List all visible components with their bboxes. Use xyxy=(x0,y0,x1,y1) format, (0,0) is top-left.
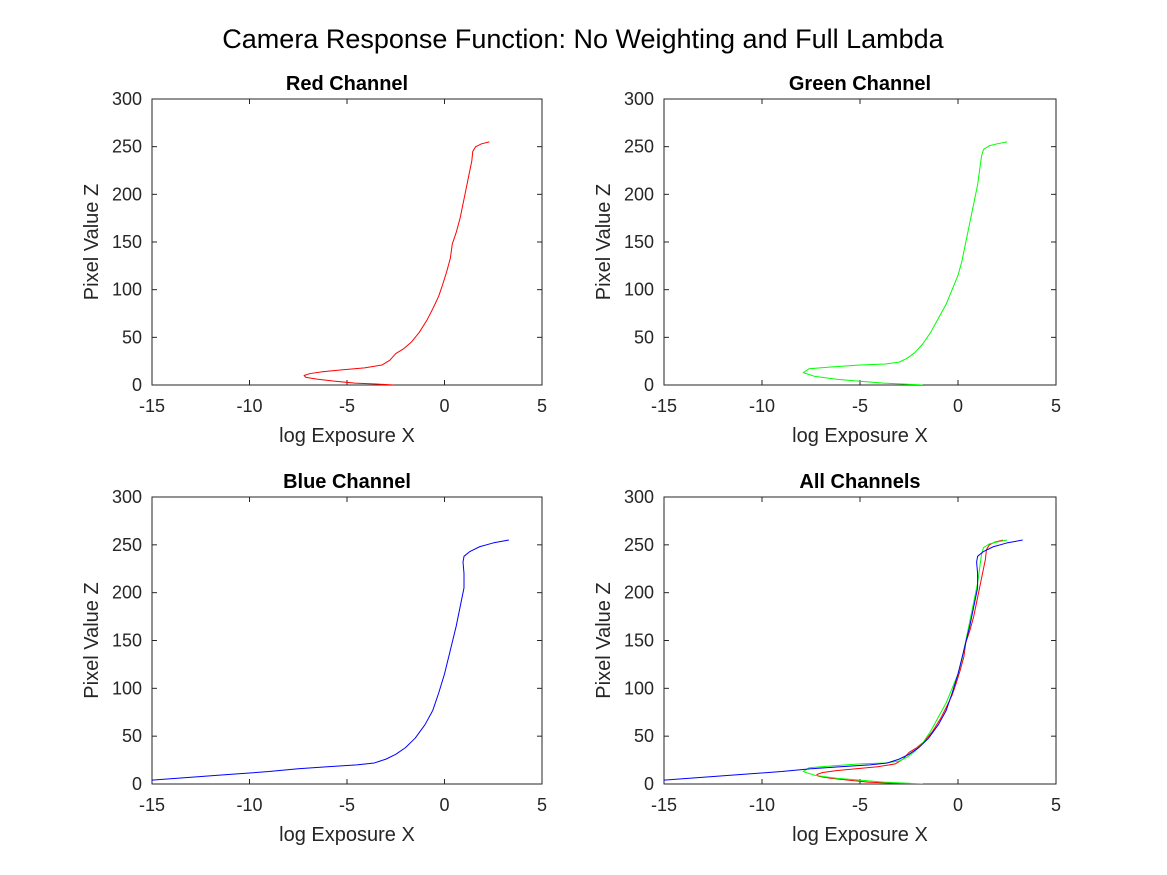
chart-title-red: Red Channel xyxy=(286,73,408,95)
x-tick-label: -15 xyxy=(139,795,165,815)
series-line-green-0 xyxy=(802,141,1008,385)
y-tick-label: 50 xyxy=(122,726,142,746)
x-axis-label: log Exposure X xyxy=(792,425,928,447)
axes-box xyxy=(663,98,1057,386)
series-line-all-0 xyxy=(816,539,1004,784)
y-tick-label: 300 xyxy=(624,89,654,109)
x-tick-label: -10 xyxy=(749,795,775,815)
y-tick-label: 300 xyxy=(112,487,142,507)
x-tick-label: 5 xyxy=(537,396,547,416)
y-tick-label: 0 xyxy=(132,375,142,395)
y-axis-label: Pixel Value Z xyxy=(593,184,615,300)
x-tick-label: -5 xyxy=(339,795,355,815)
x-axis-label: log Exposure X xyxy=(279,425,415,447)
y-tick-label: 50 xyxy=(122,327,142,347)
x-axis-label: log Exposure X xyxy=(792,824,928,846)
x-tick-label: 5 xyxy=(1051,396,1061,416)
series-line-blue-0 xyxy=(152,539,509,781)
y-tick-label: 300 xyxy=(112,89,142,109)
y-tick-label: 300 xyxy=(624,487,654,507)
y-tick-label: 250 xyxy=(112,137,142,157)
y-tick-label: 250 xyxy=(624,137,654,157)
chart-title-green: Green Channel xyxy=(789,73,931,95)
x-axis-label: log Exposure X xyxy=(279,824,415,846)
y-tick-label: 150 xyxy=(624,232,654,252)
y-tick-label: 100 xyxy=(624,280,654,300)
y-tick-label: 0 xyxy=(644,774,654,794)
figure-title: Camera Response Function: No Weighting a… xyxy=(222,24,944,54)
series-line-all-1 xyxy=(802,539,1008,784)
y-tick-label: 50 xyxy=(634,327,654,347)
y-tick-label: 200 xyxy=(624,184,654,204)
y-tick-label: 250 xyxy=(624,535,654,555)
y-axis-label: Pixel Value Z xyxy=(593,582,615,698)
x-tick-label: -15 xyxy=(139,396,165,416)
y-tick-label: 150 xyxy=(624,631,654,651)
x-tick-label: 5 xyxy=(1051,795,1061,815)
x-tick-label: -5 xyxy=(852,795,868,815)
y-tick-label: 50 xyxy=(634,726,654,746)
chart-title-blue: Blue Channel xyxy=(283,471,411,493)
x-tick-label: -15 xyxy=(651,795,677,815)
x-tick-label: -10 xyxy=(236,396,262,416)
y-tick-label: 150 xyxy=(112,232,142,252)
x-tick-label: -10 xyxy=(236,795,262,815)
y-axis-label: Pixel Value Z xyxy=(81,582,103,698)
x-tick-label: 0 xyxy=(953,795,963,815)
x-tick-label: 0 xyxy=(439,795,449,815)
y-tick-label: 200 xyxy=(112,184,142,204)
x-tick-label: -5 xyxy=(852,396,868,416)
series-line-red-0 xyxy=(303,141,490,385)
chart-title-all: All Channels xyxy=(799,471,920,493)
x-tick-label: -15 xyxy=(651,396,677,416)
axes-box xyxy=(151,496,543,785)
y-tick-label: 0 xyxy=(132,774,142,794)
y-tick-label: 150 xyxy=(112,631,142,651)
y-tick-label: 200 xyxy=(112,583,142,603)
y-tick-label: 100 xyxy=(624,678,654,698)
y-tick-label: 100 xyxy=(112,678,142,698)
x-tick-label: -10 xyxy=(749,396,775,416)
series-line-all-2 xyxy=(664,539,1023,781)
y-tick-label: 250 xyxy=(112,535,142,555)
axes-box xyxy=(663,496,1057,785)
x-tick-label: 0 xyxy=(953,396,963,416)
y-axis-label: Pixel Value Z xyxy=(81,184,103,300)
x-tick-label: 5 xyxy=(537,795,547,815)
y-tick-label: 200 xyxy=(624,583,654,603)
y-tick-label: 0 xyxy=(644,375,654,395)
x-tick-label: 0 xyxy=(439,396,449,416)
axes-box xyxy=(151,98,543,386)
y-tick-label: 100 xyxy=(112,280,142,300)
x-tick-label: -5 xyxy=(339,396,355,416)
